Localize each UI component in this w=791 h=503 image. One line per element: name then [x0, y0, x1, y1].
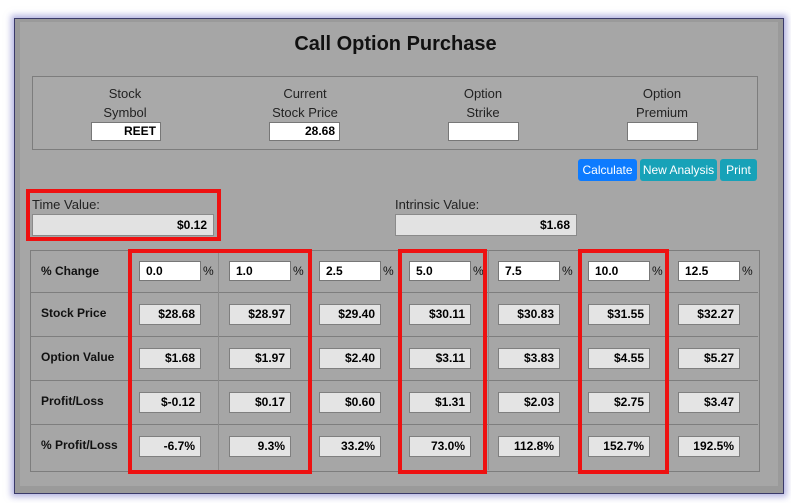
pct-profit-loss-cell: 33.2%: [319, 436, 381, 457]
option-strike-label-line1: Option: [463, 86, 503, 101]
pct-change-input[interactable]: 1.0: [229, 261, 291, 281]
option-premium-label: Option Premium: [622, 84, 702, 122]
option-value-cell: $1.68: [139, 348, 201, 369]
option-value-cell: $3.83: [498, 348, 560, 369]
stock-symbol-label-line2: Symbol: [103, 105, 147, 120]
intrinsic-value-field: $1.68: [395, 214, 577, 236]
current-price-input[interactable]: 28.68: [269, 122, 340, 141]
profit-loss-cell: $0.17: [229, 392, 291, 413]
percent-sign: %: [383, 264, 394, 278]
percent-sign: %: [293, 264, 304, 278]
option-strike-input[interactable]: [448, 122, 519, 141]
option-value-cell: $5.27: [678, 348, 740, 369]
stock-price-cell: $28.97: [229, 304, 291, 325]
option-premium-input[interactable]: [627, 122, 698, 141]
option-value-cell: $4.55: [588, 348, 650, 369]
option-premium-label-line2: Premium: [635, 105, 688, 120]
pct-profit-loss-cell: 192.5%: [678, 436, 740, 457]
profit-loss-cell: $2.03: [498, 392, 560, 413]
percent-sign: %: [473, 264, 484, 278]
highlight-column-5: [398, 249, 487, 474]
row-divider: [30, 424, 758, 425]
stock-price-cell: $30.11: [409, 304, 471, 325]
calculate-button[interactable]: Calculate: [578, 159, 637, 181]
stock-symbol-input[interactable]: REET: [91, 122, 161, 141]
stock-price-cell: $28.68: [139, 304, 201, 325]
profit-loss-cell: $2.75: [588, 392, 650, 413]
percent-sign: %: [203, 264, 214, 278]
pct-profit-loss-cell: 73.0%: [409, 436, 471, 457]
option-premium-label-line1: Option: [642, 86, 682, 101]
intrinsic-value-label: Intrinsic Value:: [395, 197, 480, 212]
pct-change-input[interactable]: 0.0: [139, 261, 201, 281]
time-value-label: Time Value:: [32, 197, 100, 212]
pct-profit-loss-cell: 112.8%: [498, 436, 560, 457]
pct-change-input[interactable]: 12.5: [678, 261, 740, 281]
pct-profit-loss-cell: -6.7%: [139, 436, 201, 457]
pct-change-input[interactable]: 5.0: [409, 261, 471, 281]
percent-sign: %: [742, 264, 753, 278]
pct-profit-loss-cell: 152.7%: [588, 436, 650, 457]
highlight-column-10: [578, 249, 669, 474]
pct-profit-loss-cell: 9.3%: [229, 436, 291, 457]
percent-sign: %: [652, 264, 663, 278]
row-label-option-value: Option Value: [41, 350, 115, 364]
option-value-cell: $1.97: [229, 348, 291, 369]
option-value-cell: $2.40: [319, 348, 381, 369]
highlight-columns-0-1: [128, 249, 312, 474]
stock-price-cell: $31.55: [588, 304, 650, 325]
row-divider: [30, 380, 758, 381]
current-price-label-line2: Stock Price: [272, 105, 338, 120]
column-divider: [218, 250, 219, 470]
stock-symbol-label-line1: Stock: [108, 86, 142, 101]
option-strike-label: Option Strike: [443, 84, 523, 122]
row-divider: [30, 336, 758, 337]
stock-symbol-label: Stock Symbol: [85, 84, 165, 122]
profit-loss-cell: $0.60: [319, 392, 381, 413]
page-title: Call Option Purchase: [294, 33, 497, 55]
row-divider: [30, 292, 758, 293]
option-strike-label-line2: Strike: [466, 105, 500, 120]
row-label-stock-price: Stock Price: [41, 306, 107, 320]
pct-change-input[interactable]: 7.5: [498, 261, 560, 281]
stock-price-cell: $30.83: [498, 304, 560, 325]
percent-sign: %: [562, 264, 573, 278]
stock-price-cell: $29.40: [319, 304, 381, 325]
profit-loss-cell: $1.31: [409, 392, 471, 413]
time-value-field: $0.12: [32, 214, 214, 236]
profit-loss-cell: $-0.12: [139, 392, 201, 413]
results-table: [30, 250, 760, 472]
row-label-profit-loss: Profit/Loss: [41, 394, 104, 408]
print-button[interactable]: Print: [720, 159, 757, 181]
profit-loss-cell: $3.47: [678, 392, 740, 413]
column-divider: [488, 250, 489, 470]
new-analysis-button[interactable]: New Analysis: [640, 159, 717, 181]
row-label-pct-change: % Change: [41, 264, 100, 278]
current-price-label: Current Stock Price: [262, 84, 348, 122]
option-value-cell: $3.11: [409, 348, 471, 369]
stock-price-cell: $32.27: [678, 304, 740, 325]
row-label-pct-profit-loss: % Profit/Loss: [41, 438, 118, 452]
current-price-label-line1: Current: [283, 86, 327, 101]
pct-change-input[interactable]: 10.0: [588, 261, 650, 281]
pct-change-input[interactable]: 2.5: [319, 261, 381, 281]
highlight-time-value: [26, 189, 221, 241]
